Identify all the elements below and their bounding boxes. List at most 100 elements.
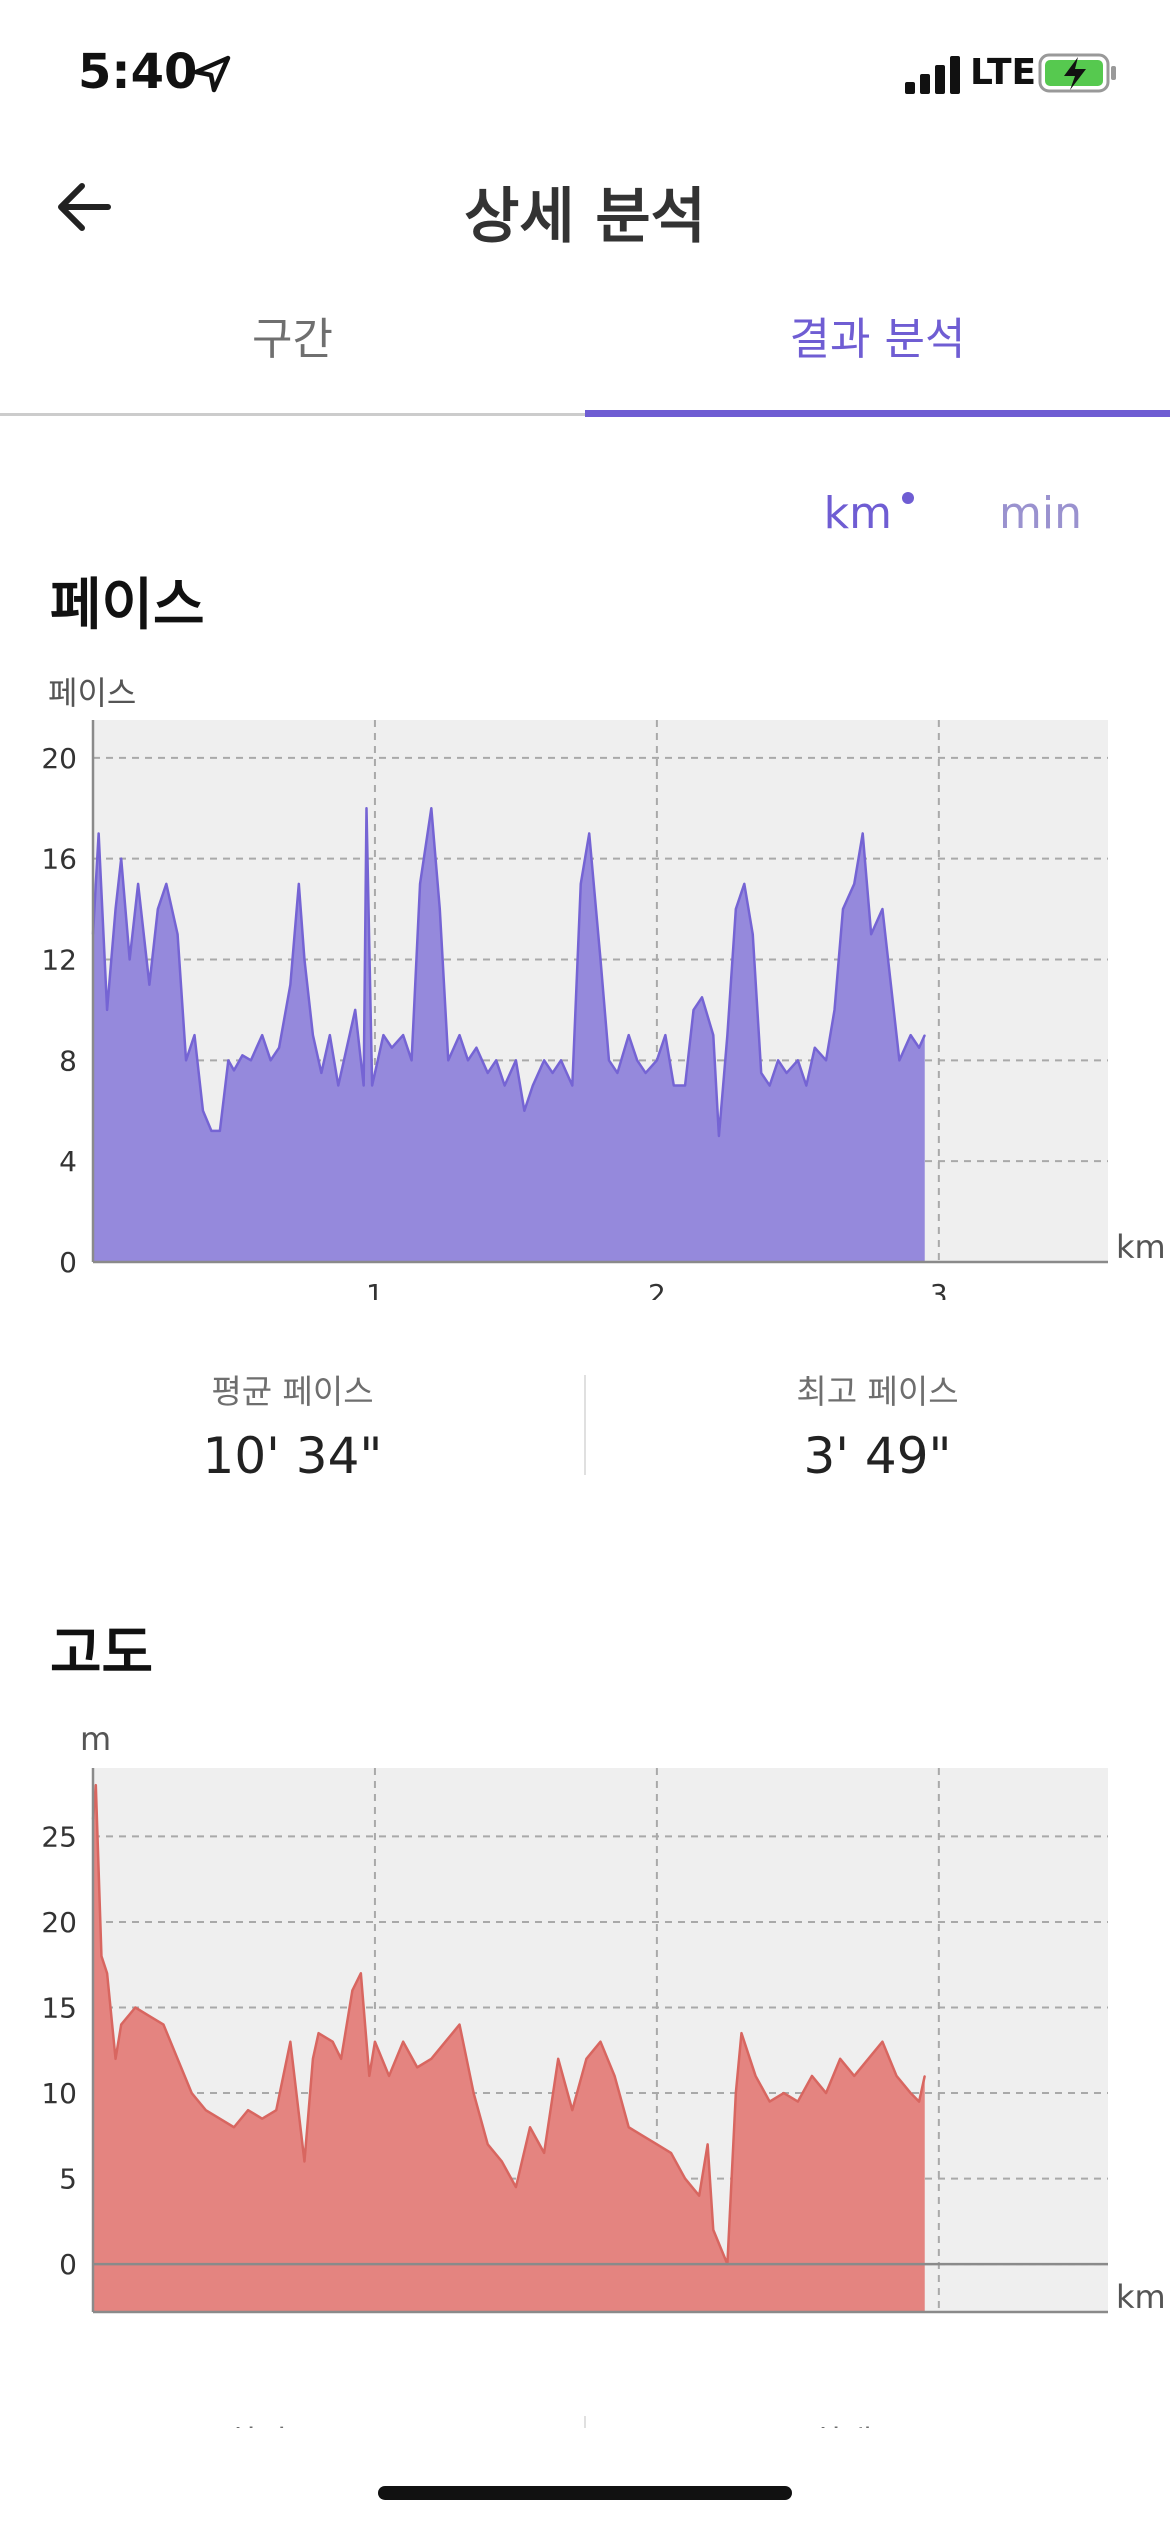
elevation-x-tick-label: 2 xyxy=(648,2328,666,2330)
pace-data-point xyxy=(165,883,168,885)
pace-data-point xyxy=(303,958,306,961)
elevation-data-point xyxy=(430,2058,433,2060)
unit-km-option[interactable]: km xyxy=(823,488,892,539)
elevation-data-point xyxy=(444,2040,447,2043)
pace-data-point xyxy=(495,1059,497,1062)
elevation-data-point xyxy=(684,2177,686,2180)
tab-result-analysis[interactable]: 결과 분석 xyxy=(789,314,966,365)
unit-toggle: km min xyxy=(822,488,1082,548)
elevation-data-point xyxy=(134,2006,137,2009)
pace-data-point xyxy=(365,807,368,810)
pace-data-point xyxy=(458,1034,461,1036)
pace-data-point xyxy=(923,1034,926,1036)
elevation-data-point xyxy=(670,2152,672,2154)
pace-data-point xyxy=(870,933,872,936)
pace-data-point xyxy=(627,1034,630,1036)
pace-data-point xyxy=(813,1046,816,1049)
pace-data-point xyxy=(438,908,441,910)
pace-data-point xyxy=(735,908,737,910)
elevation-data-point xyxy=(918,2100,920,2103)
elevation-y-unit: m xyxy=(80,1720,112,1758)
pace-data-point xyxy=(210,1130,213,1132)
elevation-data-point xyxy=(754,2075,757,2077)
pace-data-point xyxy=(664,1034,667,1036)
elevation-y-tick-label: 5 xyxy=(59,2163,77,2196)
pace-y-tick-label: 16 xyxy=(41,843,77,876)
pace-data-point xyxy=(345,1046,348,1049)
avg-pace-stat: 평균 페이스 10' 34" xyxy=(0,1365,585,1485)
elevation-stats: 최저 고도 최대 고도 xyxy=(0,2416,1170,2428)
pace-data-point xyxy=(447,1059,450,1062)
elevation-data-point xyxy=(782,2092,785,2094)
pace-data-point xyxy=(371,1084,373,1087)
pace-data-point xyxy=(320,1072,323,1074)
elevation-data-point xyxy=(641,2134,644,2137)
pace-data-point xyxy=(176,933,179,936)
elevation-data-point xyxy=(351,1989,354,1992)
pace-data-point xyxy=(329,1034,331,1036)
selected-dot xyxy=(902,492,914,504)
status-bar: 5:40 LTE xyxy=(0,0,1170,150)
pace-data-point xyxy=(743,883,746,885)
elevation-data-point xyxy=(402,2040,404,2043)
elevation-data-point xyxy=(529,2126,531,2129)
pace-data-point xyxy=(616,1072,619,1074)
pace-data-point xyxy=(382,1034,385,1036)
elevation-x-unit: km xyxy=(1116,2278,1166,2316)
elevation-chart: 0 5 10 15 20 25 1 2 3 km xyxy=(41,1768,1166,2330)
pace-data-point xyxy=(269,1059,272,1062)
pace-data-point xyxy=(391,1046,393,1049)
pace-data-point xyxy=(861,832,864,835)
elevation-data-point xyxy=(114,2058,117,2060)
tab-sections[interactable]: 구간 xyxy=(252,314,333,365)
back-arrow-icon[interactable] xyxy=(50,172,120,242)
pace-data-point xyxy=(588,832,591,835)
tab-active-indicator xyxy=(585,410,1170,417)
elevation-data-point xyxy=(162,2023,165,2026)
elevation-data-point xyxy=(219,2117,221,2120)
elevation-y-tick-label: 20 xyxy=(41,1906,77,1939)
avg-pace-value: 10' 34" xyxy=(202,1427,383,1485)
pace-data-point xyxy=(503,1084,506,1087)
pace-x-tick-label: 3 xyxy=(930,1278,948,1300)
network-label: LTE xyxy=(970,52,1037,93)
elevation-x-tick-label: 3 xyxy=(930,2328,948,2330)
status-time: 5:40 xyxy=(78,44,198,100)
elevation-data-point xyxy=(571,2109,574,2111)
elevation-data-point xyxy=(706,2143,709,2146)
pace-data-point xyxy=(312,1034,314,1036)
best-pace-label: 최고 페이스 xyxy=(796,1372,959,1411)
pace-y-tick-label: 4 xyxy=(59,1145,77,1178)
pace-data-point xyxy=(768,1084,771,1087)
pace-data-point xyxy=(890,983,892,986)
elevation-data-point xyxy=(825,2092,827,2094)
pace-x-unit: km xyxy=(1116,1228,1166,1266)
elevation-data-point xyxy=(233,2126,235,2129)
elevation-data-point xyxy=(106,1972,108,1975)
elevation-section-title: 고도 xyxy=(50,1621,154,1686)
elevation-data-point xyxy=(368,2075,371,2077)
min-elevation-stat: 최저 고도 xyxy=(0,2416,585,2428)
elevation-data-point xyxy=(275,2109,278,2111)
pace-data-point xyxy=(402,1034,404,1036)
avg-pace-label: 평균 페이스 xyxy=(211,1372,374,1411)
elevation-data-point xyxy=(388,2075,390,2077)
pace-data-point xyxy=(599,958,602,961)
unit-min-option[interactable]: min xyxy=(999,488,1082,539)
pace-data-point xyxy=(785,1072,788,1074)
best-pace-stat: 최고 페이스 3' 49" xyxy=(585,1365,1170,1485)
elevation-data-point xyxy=(303,2160,306,2163)
pace-data-point xyxy=(751,933,754,936)
stat-divider xyxy=(584,2416,586,2428)
pace-data-point xyxy=(726,1034,729,1036)
pace-data-point xyxy=(684,1084,686,1087)
elevation-data-point xyxy=(735,2092,737,2094)
elevation-data-point xyxy=(289,2040,292,2043)
pace-data-point xyxy=(185,1059,187,1062)
pace-data-point xyxy=(656,1059,658,1062)
pace-data-point xyxy=(881,908,884,910)
signal-icon xyxy=(905,56,960,94)
elevation-data-point xyxy=(120,2023,122,2026)
pace-data-point xyxy=(918,1046,920,1049)
pace-data-point xyxy=(202,1109,204,1112)
